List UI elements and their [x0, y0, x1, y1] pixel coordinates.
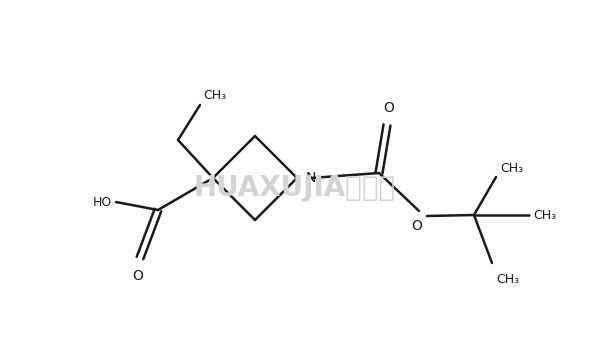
Text: O: O [411, 219, 422, 233]
Text: N: N [306, 171, 316, 185]
Text: CH₃: CH₃ [533, 208, 556, 221]
Text: HO: HO [93, 195, 112, 208]
Text: HUAXUJIA化学加: HUAXUJIA化学加 [194, 174, 396, 202]
Text: CH₃: CH₃ [203, 89, 226, 102]
Text: O: O [133, 269, 144, 283]
Text: CH₃: CH₃ [500, 162, 523, 175]
Text: O: O [384, 101, 395, 115]
Text: CH₃: CH₃ [496, 273, 519, 286]
